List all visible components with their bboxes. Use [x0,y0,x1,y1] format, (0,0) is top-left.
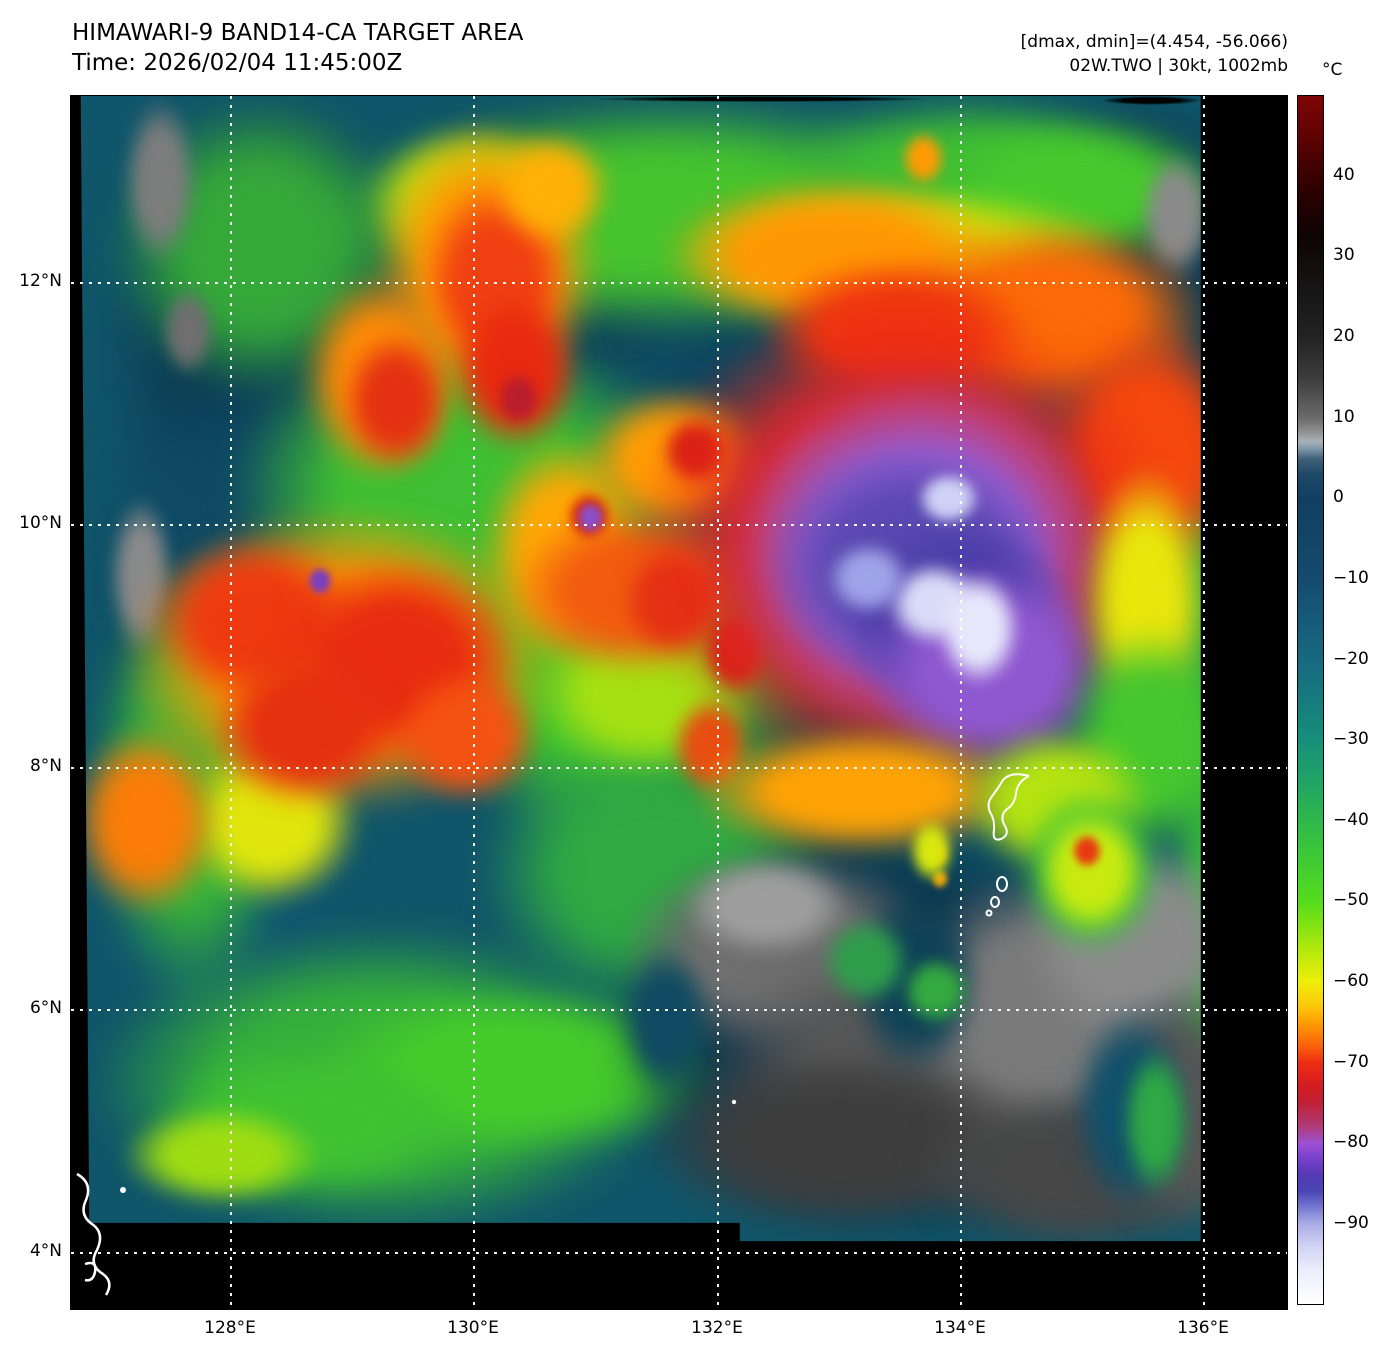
lat-tick-label: 8°N [29,756,62,776]
cloud-field-blob [121,1106,321,1206]
cloud-field-blob [80,726,221,916]
cloud-field-blob [681,856,851,956]
cloud-field-blob [496,371,541,426]
longitude-gridline [230,96,232,1309]
small-island-dot [120,1187,126,1193]
cloud-field-blob [909,818,954,883]
colorbar-tick-label: −60 [1333,971,1369,991]
longitude-gridline [717,96,719,1309]
cloud-field-blob [307,566,333,596]
cloud-field-blob [1121,1046,1191,1196]
colorbar-tick-label: 10 [1333,407,1355,427]
lon-tick-label: 130°E [447,1318,499,1338]
colorbar-tick-label: −30 [1333,729,1369,749]
colorbar-tick-label: 0 [1333,487,1344,507]
colorbar-tick-label: −40 [1333,810,1369,830]
lat-tick-label: 10°N [19,513,62,533]
colorbar-tick-label: −10 [1333,568,1369,588]
coastline-overlay [76,773,1030,1296]
palau-island-coast [990,896,1000,908]
cloud-field-blob [576,501,605,534]
longitude-gridline [473,96,475,1309]
longitude-gridline [1203,96,1205,1309]
colorbar-tick-label: 20 [1333,326,1355,346]
colorbar-tick-label: −50 [1333,890,1369,910]
colorbar-tick-label: −20 [1333,649,1369,669]
southwest-coastline [76,1172,111,1296]
cloud-field-blob [591,96,931,102]
colorbar [1297,95,1324,1305]
timestamp: Time: 2026/02/04 11:45:00Z [72,50,403,76]
cloud-field-blob [901,131,946,186]
latitude-gridline [71,767,1287,769]
cloud-field-blob [161,286,216,376]
cloud-field-blob [491,131,611,246]
lon-tick-label: 132°E [691,1318,743,1338]
lat-tick-label: 6°N [29,998,62,1018]
cloud-field-blob [211,646,401,806]
small-cloud-dot [731,1099,737,1105]
colorbar-tick-label: 40 [1333,165,1355,185]
palau-main-island-coast [987,773,1030,841]
lat-tick-label: 4°N [29,1241,62,1261]
cloud-field-blob [391,666,541,806]
cloud-field-blob [1101,96,1201,105]
lat-tick-label: 12°N [19,271,62,291]
satellite-map: Copyright © 2020-2026 Dapiya [70,95,1288,1310]
latitude-gridline [71,282,1287,284]
cloud-field-blob [826,541,911,616]
colorbar-tick-label: −80 [1333,1132,1369,1152]
cloud-field-blob [123,96,198,266]
latitude-gridline [71,1009,1287,1011]
colorbar-tick-label: −70 [1333,1052,1369,1072]
cloud-field-blob [621,946,711,1096]
cloud-field-blob [916,471,981,526]
lon-tick-label: 134°E [934,1318,986,1338]
cloud-field-blob [1036,806,1146,936]
cloud-field-blob [1071,833,1103,869]
colorbar-tick-label: −90 [1333,1213,1369,1233]
palau-island-coast [996,876,1008,892]
colorbar-unit-label: °C [1322,60,1343,80]
cloud-field-blob [901,956,971,1026]
page-title: HIMAWARI-9 BAND14-CA TARGET AREA [72,20,524,46]
southwest-coastline-hook [84,1261,97,1282]
lon-tick-label: 128°E [204,1318,256,1338]
storm-info: 02W.TWO | 30kt, 1002mb [1069,56,1288,76]
latitude-gridline [71,524,1287,526]
lon-tick-label: 136°E [1177,1318,1229,1338]
dmax-dmin-readout: [dmax, dmin]=(4.454, -56.066) [1020,32,1288,52]
satellite-image-swath [80,96,1201,1242]
cloud-field-blob [341,331,451,471]
palau-islet-coast [985,909,993,917]
colorbar-tick-label: 30 [1333,245,1355,265]
cloud-field-blob [821,916,911,1006]
longitude-gridline [960,96,962,1309]
latitude-gridline [71,1252,1287,1254]
cloud-field-blob [936,571,1021,686]
